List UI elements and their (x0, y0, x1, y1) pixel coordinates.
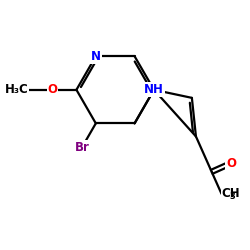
Text: O: O (226, 157, 236, 170)
Text: CH: CH (222, 187, 240, 200)
Text: O: O (48, 83, 58, 96)
Text: Br: Br (74, 141, 89, 154)
Text: H₃C: H₃C (4, 83, 28, 96)
Text: N: N (91, 50, 101, 63)
Text: NH: NH (144, 83, 164, 96)
Text: 3: 3 (230, 192, 235, 201)
